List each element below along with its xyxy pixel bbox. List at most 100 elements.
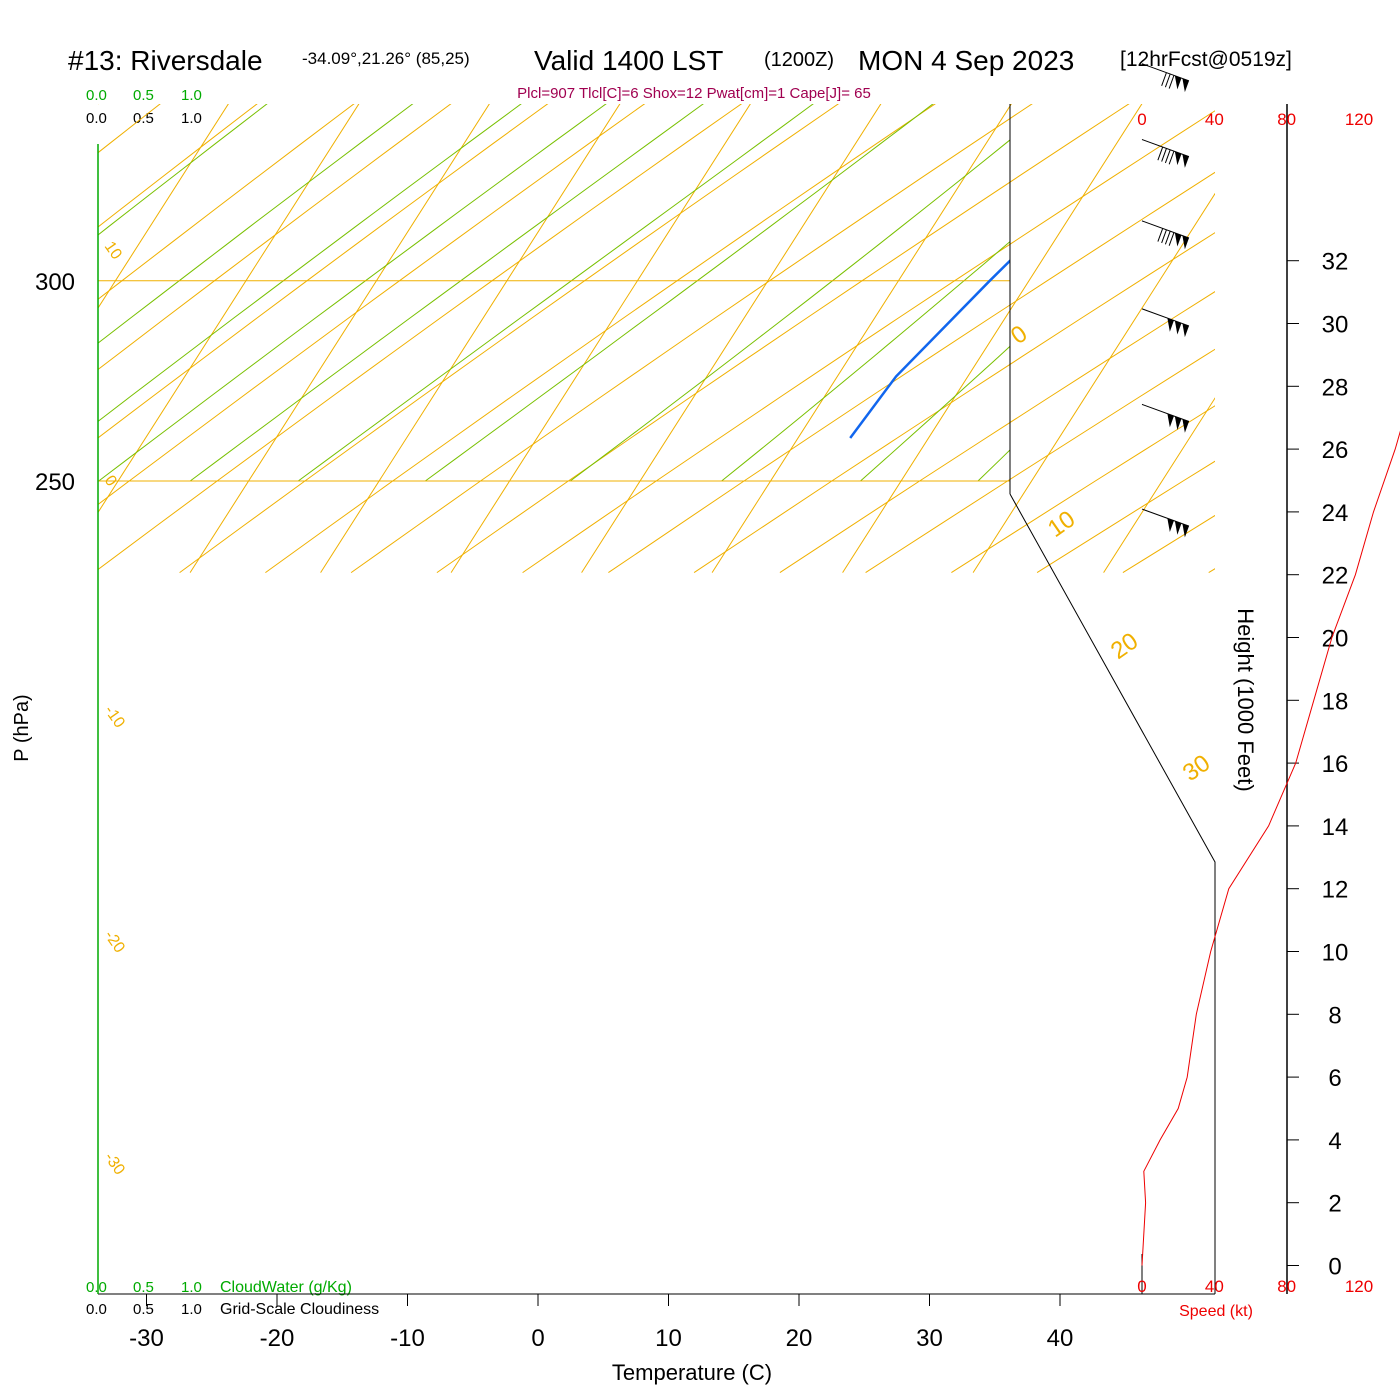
isotherm-line xyxy=(842,104,1143,573)
wind-barb xyxy=(1141,139,1190,168)
cloud-scale-bottom: 0.0 0.5 1.0 CloudWater (g/Kg) 0.0 0.5 1.… xyxy=(86,1279,379,1318)
profile-lines xyxy=(849,63,1190,538)
x-tick-label: 30 xyxy=(916,1325,943,1352)
speed-tick-label-top: 40 xyxy=(1205,110,1224,129)
isotherm-line xyxy=(98,104,360,514)
wind-barb-staff xyxy=(1141,403,1190,422)
wind-barb-flag xyxy=(1167,413,1174,428)
dry-adiabat-line xyxy=(779,291,1215,574)
speed-tick-label-top: 0 xyxy=(1137,110,1146,129)
wind-barb-flag xyxy=(1174,75,1182,90)
cloudiness-scale-0: 0.0 xyxy=(86,110,107,127)
y-axis-title: P (hPa) xyxy=(11,694,33,761)
dry-adiabat-line xyxy=(1036,460,1215,574)
wind-barb-staff xyxy=(1141,220,1190,239)
isotherm-line xyxy=(1234,0,1400,573)
pressure-tick-label: 300 xyxy=(35,269,75,296)
station-title: #13: Riversdale xyxy=(68,45,263,76)
dry-adiabat-line xyxy=(1380,0,1400,573)
isotherm-line xyxy=(972,192,1215,573)
frame-right-lower xyxy=(1009,493,1216,1294)
isotherm-line xyxy=(1103,397,1215,573)
isotherm-line xyxy=(189,104,490,573)
wind-barb-feather xyxy=(1168,75,1175,89)
wind-speed-profile xyxy=(1141,430,1400,1266)
height-tick-label: 16 xyxy=(1322,751,1349,778)
wind-barb-feather xyxy=(1161,148,1167,162)
cloudiness-title: Grid-Scale Cloudiness xyxy=(220,1301,379,1318)
wind-barb-feather xyxy=(1168,232,1175,246)
height-tick-label: 4 xyxy=(1328,1128,1341,1155)
cloudwater-bottom-1: 0.5 xyxy=(133,1279,154,1296)
height-tick-label: 26 xyxy=(1322,437,1349,464)
height-tick-label: 30 xyxy=(1322,312,1349,339)
x-tick-label: -20 xyxy=(260,1325,295,1352)
height-tick-label: 8 xyxy=(1328,1002,1341,1029)
skewed-grid xyxy=(0,0,1400,574)
cloudiness-scale-2: 1.0 xyxy=(181,110,202,127)
wind-barb-flag xyxy=(1174,416,1182,431)
dry-adiabat-line xyxy=(1294,0,1400,573)
wind-barb-flag xyxy=(1167,318,1174,332)
wind-barb-feather xyxy=(1168,150,1175,165)
station-coords: -34.09°,21.26° (85,25) xyxy=(302,49,470,68)
cloudiness-bottom-1: 0.5 xyxy=(133,1301,154,1318)
x-tick-label: 10 xyxy=(655,1325,682,1352)
isotherm-line xyxy=(98,104,229,309)
valid-date: MON 4 Sep 2023 xyxy=(858,45,1074,76)
cloud-scale-top: 0.0 0.5 1.0 0.0 0.5 1.0 xyxy=(86,87,202,127)
cloudwater-bottom-2: 1.0 xyxy=(181,1279,202,1296)
wind-barb-flag xyxy=(1167,518,1174,532)
speed-tick-label-top: 120 xyxy=(1345,110,1373,129)
wind-barb-flag xyxy=(1174,320,1182,335)
height-tick-label: 12 xyxy=(1322,877,1349,904)
dry-adiabat-line xyxy=(951,405,1215,574)
height-tick-label: 6 xyxy=(1328,1065,1341,1092)
isotherm-line xyxy=(581,104,882,573)
isotherm-label: -20 xyxy=(101,928,128,957)
wind-barb-flag xyxy=(1182,235,1189,250)
x-tick-label: 20 xyxy=(786,1325,813,1352)
x-tick-label: -10 xyxy=(390,1325,425,1352)
isotherm-line xyxy=(320,104,621,573)
height-tick-label: 2 xyxy=(1328,1191,1341,1218)
cloudwater-title: CloudWater (g/Kg) xyxy=(220,1279,352,1296)
wind-barb xyxy=(1141,220,1190,250)
dry-adiabat-line xyxy=(1122,514,1215,574)
wind-barb-flag xyxy=(1174,151,1182,166)
cloudiness-bottom-2: 1.0 xyxy=(181,1301,202,1318)
wind-barb-flag xyxy=(1182,323,1189,338)
isotherm-label: 10 xyxy=(101,239,125,263)
isotherm-label: 0 xyxy=(101,473,120,490)
moist-adiabat-line xyxy=(189,104,704,482)
x-axis-title: Temperature (C) xyxy=(612,1360,772,1385)
zulu-time: (1200Z) xyxy=(764,49,834,71)
height-tick-label: 32 xyxy=(1322,249,1349,276)
wind-barb-flag xyxy=(1174,521,1182,535)
wind-barb-staff xyxy=(1141,308,1190,327)
dry-adiabat-line xyxy=(350,104,1033,574)
isotherm-line xyxy=(0,0,602,573)
wind-barb-staff xyxy=(1141,139,1190,158)
isotherm-label: -30 xyxy=(101,1150,128,1179)
wind-barb-flag xyxy=(1182,419,1189,433)
height-tick-label: 24 xyxy=(1322,500,1349,527)
sounding-indices: Plcl=907 Tlcl[C]=6 Shox=12 Pwat[cm]=1 Ca… xyxy=(517,85,871,102)
wind-barb xyxy=(1141,508,1190,538)
wind-barb-staff xyxy=(1141,508,1190,527)
wind-barb-flag xyxy=(1182,154,1189,168)
cloudwater-scale-1: 0.5 xyxy=(133,87,154,104)
moist-adiabat-line xyxy=(98,104,607,482)
speed-tick-label-bottom: 40 xyxy=(1205,1277,1224,1296)
wind-barb-feather xyxy=(1164,230,1171,245)
valid-time: Valid 1400 LST xyxy=(534,45,723,76)
wind-barbs xyxy=(1141,63,1190,538)
isotherm-label: -10 xyxy=(101,703,128,732)
speed-tick-label-bottom: 120 xyxy=(1345,1277,1373,1296)
wind-barb-flag xyxy=(1182,523,1189,538)
wind-barb xyxy=(1141,403,1190,433)
height-tick-label: 22 xyxy=(1322,563,1349,590)
